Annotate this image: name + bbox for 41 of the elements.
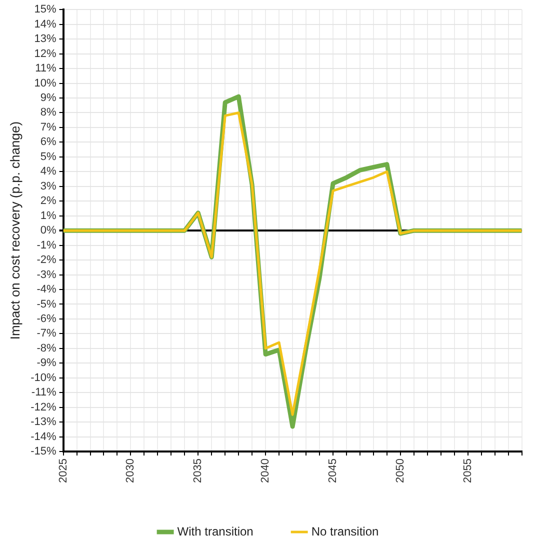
y-tick-label: 15% [34, 4, 56, 16]
y-tick-label: -8% [36, 342, 56, 354]
y-tick-label: -6% [36, 312, 56, 325]
y-tick-label: 7% [40, 121, 56, 134]
x-tick-label: 2035 [192, 458, 204, 484]
y-tick-label: -9% [36, 357, 56, 370]
x-tick-label: 2050 [394, 458, 406, 484]
y-tick-label: 6% [40, 136, 56, 148]
y-tick-label: 8% [40, 106, 56, 119]
y-tick-label: -1% [36, 239, 56, 252]
y-tick-label: -10% [30, 372, 56, 384]
legend-label: With transition [177, 524, 254, 538]
y-tick-label: 3% [40, 180, 56, 192]
y-tick-label: 14% [34, 18, 56, 30]
y-tick-label: -2% [36, 254, 56, 266]
x-tick-label: 2025 [57, 458, 70, 484]
y-tick-label: 0% [40, 224, 56, 237]
y-tick-label: 5% [40, 150, 56, 163]
y-tick-label: 13% [34, 33, 56, 46]
y-tick-label: -14% [30, 430, 56, 443]
y-tick-label: -12% [30, 401, 56, 414]
y-tick-label: 11% [35, 62, 56, 75]
y-tick-label: -4% [36, 284, 56, 296]
y-tick-label: 10% [34, 77, 56, 90]
x-tick-label: 2045 [327, 458, 340, 484]
y-tick-label: -11% [31, 386, 56, 399]
y-tick-label: 2% [40, 195, 56, 208]
y-tick-label: 9% [40, 92, 56, 104]
y-axis-title: Impact on cost recovery (p.p. change) [7, 121, 22, 340]
y-tick-label: -13% [30, 416, 56, 428]
y-tick-label: -15% [30, 446, 56, 458]
legend-label: No transition [311, 524, 379, 538]
y-tick-label: -3% [36, 268, 56, 281]
x-tick-label: 2055 [462, 458, 474, 484]
x-tick-label: 2040 [260, 458, 272, 484]
y-tick-label: 1% [40, 210, 56, 222]
y-tick-label: 4% [40, 166, 56, 178]
y-tick-label: -5% [36, 298, 56, 310]
y-tick-label: 12% [34, 48, 56, 60]
y-tick-label: -7% [36, 328, 56, 340]
x-tick-label: 2030 [124, 458, 137, 484]
